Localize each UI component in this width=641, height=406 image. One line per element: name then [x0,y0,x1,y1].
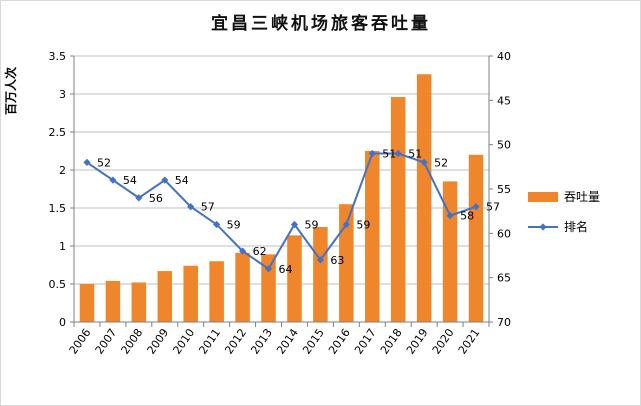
bar-2014 [287,235,302,322]
x-tick-label-2009: 2009 [145,326,172,356]
bar-2008 [131,282,147,322]
rank-marker-2011 [213,220,221,229]
rank-marker-2019 [420,158,428,166]
legend: 吞吐量 排名 [528,190,600,234]
x-tick-label-2019: 2019 [404,326,431,356]
right-tick-label: 50 [497,139,511,152]
legend-bar-swatch [528,192,558,202]
rank-marker-2010 [187,203,195,211]
right-tick-label: 45 [497,94,511,107]
bar-2010 [183,265,198,322]
rank-label-2012: 62 [253,245,267,258]
rank-marker-2020 [446,212,454,220]
x-tick-label-2008: 2008 [119,326,146,356]
rank-label-2017: 51 [382,148,396,161]
x-tick-label-2021: 2021 [456,326,483,356]
bar-2017 [365,151,380,322]
x-tick-label-2017: 2017 [352,326,379,356]
legend-bar-label: 吞吐量 [564,190,600,204]
rank-label-2015: 63 [330,254,344,267]
right-tick-label: 70 [497,316,511,329]
x-tick-label-2020: 2020 [430,326,457,356]
rank-label-2014: 59 [304,218,318,231]
rank-data-labels: 52 54 56 54 57 59 62 64 59 63 59 51 51 52 58 57 [97,148,500,276]
right-tick-label: 40 [497,50,511,63]
bar-2021 [468,154,484,322]
rank-label-2013: 64 [279,263,293,276]
rank-marker-2012 [238,247,247,255]
x-tick-label-2010: 2010 [170,326,197,356]
x-tick-label-2016: 2016 [326,326,353,356]
bar-2012 [235,252,250,322]
rank-marker-2014 [290,220,299,229]
x-tick-label-2013: 2013 [248,326,275,356]
x-tick-label-2014: 2014 [274,326,301,356]
bar-2020 [442,181,458,322]
rank-marker-2021 [472,203,480,211]
right-tick-label: 65 [497,272,511,285]
bar-2006 [79,284,95,322]
x-tick-label-2018: 2018 [378,326,405,356]
bar-2019 [416,74,432,323]
bar-2007 [105,280,121,322]
left-tick-label: 2 [59,164,66,177]
rank-label-2016: 59 [356,218,370,231]
x-tick-label-2006: 2006 [67,326,94,356]
chart-title: 宜昌三峡机场旅客吞吐量 [211,13,431,34]
bar-2015 [313,227,328,322]
x-tick-label-2012: 2012 [222,326,249,356]
rank-label-2010: 57 [201,201,215,214]
bar-series [79,74,484,323]
x-tick-label-2007: 2007 [93,326,120,356]
rank-line [86,152,477,271]
rank-label-2021: 57 [486,201,500,214]
left-tick-label: 1.5 [49,202,67,215]
gridlines [74,55,489,285]
rank-marker-2015 [316,256,325,264]
right-tick-label: 60 [497,227,511,240]
rank-marker-2017 [368,149,376,158]
legend-line-marker [539,223,547,231]
rank-marker-2016 [342,220,350,229]
right-tick-label: 55 [497,183,511,196]
left-axis-ticks: 0 0.5 1 1.5 2 2.5 3 3.5 [49,50,74,329]
rank-label-2018: 51 [408,148,422,161]
left-tick-label: 0 [59,316,66,329]
rank-marker-2007 [109,176,117,184]
rank-marker-2013 [264,265,273,273]
left-tick-label: 0.5 [49,278,67,291]
rank-label-2019: 52 [434,156,448,169]
rank-label-2020: 58 [460,210,474,223]
y-axis-label: 百万人次 [3,67,18,115]
rank-marker-2009 [161,176,169,184]
left-tick-label: 3.5 [49,50,67,63]
left-tick-label: 1 [59,240,66,253]
right-axis-ticks: 40 45 50 55 60 65 70 [489,50,511,329]
bar-2009 [157,271,173,322]
rank-marker-2008 [135,194,143,202]
left-tick-label: 2.5 [49,126,67,139]
bar-2016 [339,204,354,322]
bar-2018 [390,97,406,322]
legend-line-label: 排名 [564,219,588,234]
rank-label-2009: 54 [175,174,189,187]
rank-line-series [83,149,480,273]
rank-marker-2006 [83,158,91,166]
left-tick-label: 3 [59,88,66,101]
rank-label-2007: 54 [123,174,137,187]
rank-label-2011: 59 [227,218,241,231]
x-axis-ticks: 2006 2007 2008 2009 2010 2011 2012 2013 2014 2015… [67,326,483,356]
x-tick-label-2011: 2011 [196,326,223,356]
bar-2013 [261,254,276,322]
x-tick-label-2015: 2015 [300,326,327,356]
bar-2011 [209,261,224,322]
rank-label-2006: 52 [97,156,111,169]
rank-label-2008: 56 [149,192,163,205]
rank-marker-2018 [394,149,402,158]
